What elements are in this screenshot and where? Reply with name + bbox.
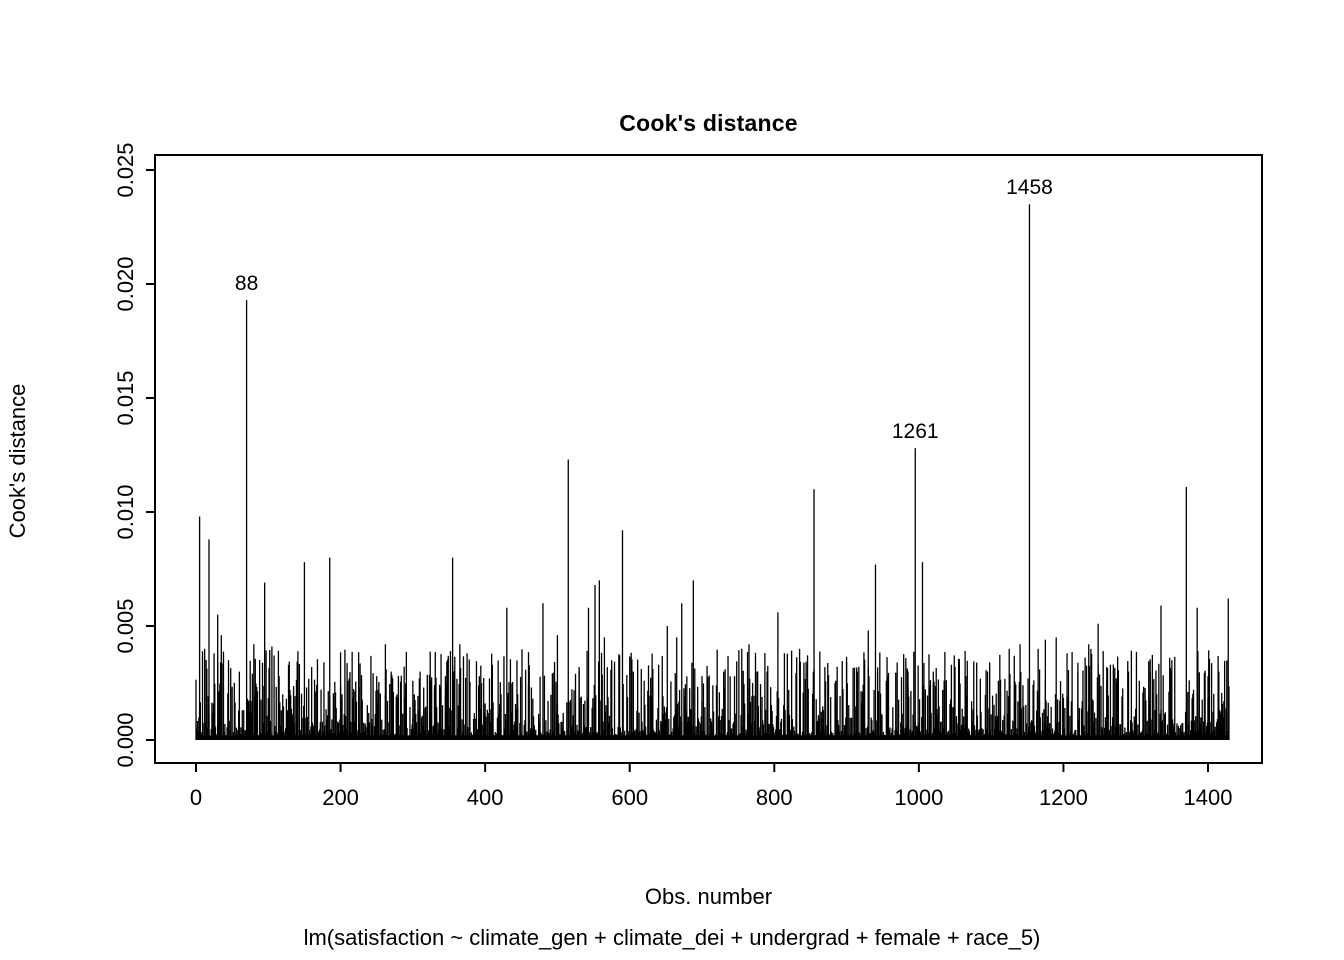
x-tick-label: 600 xyxy=(611,785,648,810)
spike-bars xyxy=(195,204,1230,740)
y-tick-label: 0.015 xyxy=(113,370,138,425)
model-call-label: lm(satisfaction ~ climate_gen + climate_… xyxy=(303,925,1041,950)
x-tick-label: 200 xyxy=(322,785,359,810)
x-tick-label: 0 xyxy=(190,785,202,810)
point-label: 1261 xyxy=(892,420,939,443)
x-tick-label: 1400 xyxy=(1184,785,1233,810)
point-label: 1458 xyxy=(1006,176,1053,199)
y-tick-label: 0.000 xyxy=(113,712,138,767)
chart-title: Cook's distance xyxy=(619,110,798,136)
x-axis-label: Obs. number xyxy=(644,884,773,909)
x-tick-label: 1000 xyxy=(894,785,943,810)
y-tick-label: 0.020 xyxy=(113,256,138,311)
y-axis-label: Cook's distance xyxy=(5,383,30,539)
x-tick-label: 400 xyxy=(467,785,504,810)
y-tick-label: 0.005 xyxy=(113,598,138,653)
x-tick-label: 1200 xyxy=(1039,785,1088,810)
plot-border xyxy=(154,154,1263,764)
point-label: 88 xyxy=(235,272,258,295)
y-tick-label: 0.010 xyxy=(113,484,138,539)
y-tick-label: 0.025 xyxy=(113,142,138,197)
x-tick-label: 800 xyxy=(756,785,793,810)
